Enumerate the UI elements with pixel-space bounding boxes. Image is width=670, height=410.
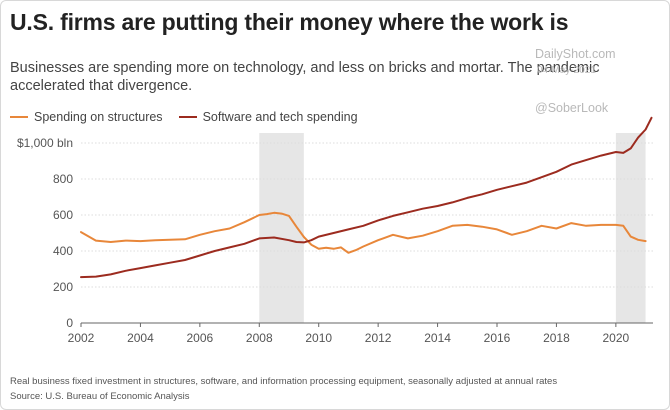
x-tick-label: 2018 — [543, 331, 570, 345]
x-tick-label: 2008 — [246, 331, 273, 345]
x-tick-label: 2012 — [365, 331, 392, 345]
y-tick-label: $1,000 bln — [17, 136, 73, 150]
x-tick-label: 2016 — [484, 331, 511, 345]
legend-label-software: Software and tech spending — [202, 110, 358, 124]
line-chart: 0 200 400 600 800 $1,000 bln 2002 2004 2006 2008 2… — [17, 116, 653, 345]
footer-source: Source: U.S. Bureau of Economic Analysis — [10, 391, 190, 402]
y-tick-label: 200 — [53, 280, 73, 294]
x-tick-label: 2014 — [424, 331, 451, 345]
legend-swatch-structures — [10, 116, 28, 118]
legend-label-structures: Spending on structures — [34, 110, 163, 124]
y-tick-label: 800 — [53, 172, 73, 186]
chart-subtitle: Businesses are spending more on technolo… — [10, 60, 600, 94]
y-tick-label: 400 — [53, 244, 73, 258]
footer-note: Real business fixed investment in struct… — [10, 376, 558, 387]
legend-item-structures: Spending on structures — [10, 110, 163, 124]
x-tick-label: 2002 — [68, 331, 95, 345]
x-tick-label: 2006 — [187, 331, 214, 345]
series-line-structures — [80, 211, 647, 254]
chart-title: U.S. firms are putting their money where… — [10, 9, 569, 35]
chart-legend: Spending on structures Software and tech… — [10, 110, 374, 124]
legend-item-software: Software and tech spending — [178, 110, 358, 124]
y-tick-label: 600 — [53, 208, 73, 222]
y-tick-label: 0 — [66, 316, 73, 330]
x-tick-label: 2004 — [127, 331, 154, 345]
watermark-site: DailyShot.com — [535, 47, 616, 61]
legend-swatch-software — [178, 116, 197, 118]
watermark-date: 04-May-2021 — [537, 65, 596, 76]
x-tick-label: 2020 — [603, 331, 630, 345]
x-tick-label: 2010 — [305, 331, 332, 345]
recession-band-1 — [615, 133, 646, 323]
series-line-software — [80, 116, 653, 279]
watermark-handle: @SoberLook — [535, 101, 609, 115]
